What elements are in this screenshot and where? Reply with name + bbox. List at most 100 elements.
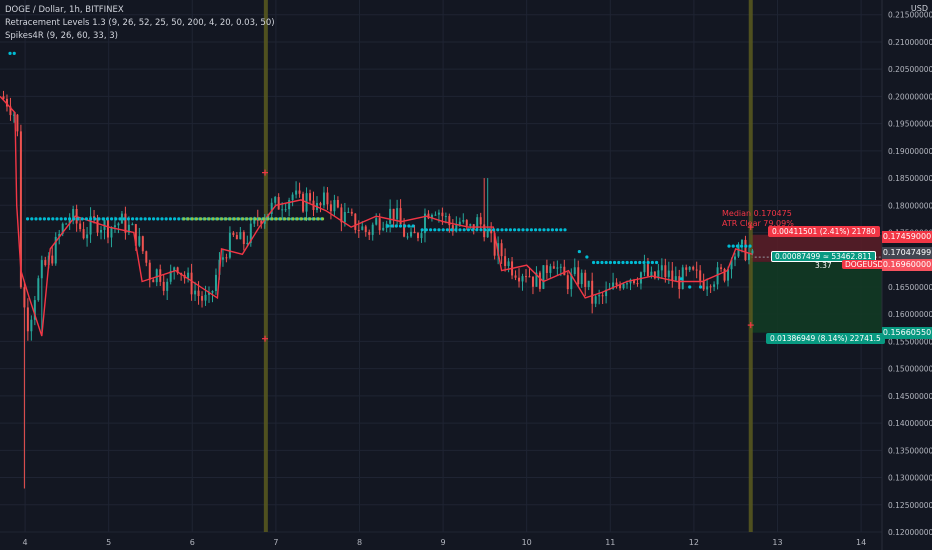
level-dot [525, 228, 529, 232]
y-tick-label: 0.19000000 [888, 147, 932, 156]
level-dot [625, 260, 629, 265]
x-tick-label: 7 [273, 538, 278, 547]
level-dot [604, 260, 608, 265]
x-axis-labels: 4 5 6 7 8 9 10 11 12 13 14 [23, 538, 867, 547]
level-dot-green [232, 217, 236, 221]
candle-body [490, 229, 493, 234]
candle-body [747, 253, 750, 261]
candle-body [37, 278, 40, 301]
level-dot [411, 224, 415, 228]
candle-body [660, 265, 663, 271]
candle-body [65, 223, 68, 225]
candle-body [441, 212, 444, 217]
y-tick-label: 0.12000000 [888, 528, 932, 537]
level-dot [139, 217, 143, 221]
level-dot [164, 217, 168, 221]
level-dot [470, 228, 475, 232]
level-dot [533, 228, 538, 232]
candle-body [225, 257, 228, 259]
candle-body [577, 267, 580, 285]
candle-body [420, 233, 423, 239]
price-axis[interactable] [882, 0, 932, 550]
y-tick-label: 0.18500000 [888, 174, 932, 183]
candle-body [636, 283, 639, 285]
level-dot [46, 217, 51, 221]
candle-body [573, 267, 576, 275]
level-dot [629, 260, 633, 265]
currency-label: USD [910, 4, 928, 13]
candle-body [740, 239, 743, 245]
level-dot [512, 228, 517, 232]
level-dot [546, 228, 550, 232]
level-dot [403, 224, 407, 228]
indicator-spikes[interactable]: Spikes4R (9, 26, 60, 33, 3) [5, 31, 118, 41]
session-vertical-line [263, 0, 268, 532]
level-dot [650, 260, 654, 265]
candle-body [521, 276, 524, 282]
level-dot-green [270, 217, 274, 221]
candle-body [531, 276, 534, 287]
level-dot [390, 224, 394, 228]
candle-body [751, 250, 754, 254]
y-tick-label: 0.20000000 [888, 92, 932, 101]
symbol-tag: DOGEUSD [842, 260, 887, 269]
level-dot [25, 217, 30, 221]
candle-body [423, 213, 426, 234]
candle-body [5, 98, 8, 107]
candle-body [566, 275, 569, 290]
level-dot [529, 228, 533, 232]
session-vertical-line [748, 0, 753, 532]
candle-body [155, 269, 158, 283]
candle-body [730, 259, 733, 270]
level-dot [559, 228, 563, 232]
candle-body [643, 264, 646, 273]
candle-body [96, 218, 99, 233]
candle-body [326, 192, 329, 205]
level-dot [466, 228, 470, 232]
level-dot-green [228, 217, 232, 221]
candle-body [79, 223, 82, 230]
y-tick-label: 0.15500000 [888, 337, 932, 346]
candle-body [646, 264, 649, 277]
candle-body [246, 242, 249, 245]
candle-body [584, 272, 587, 287]
level-dot [496, 228, 500, 232]
candle-body [2, 96, 5, 99]
candle-body [364, 226, 367, 232]
candle-body [587, 280, 590, 287]
trailing-stop-line [0, 95, 753, 337]
level-dot-green [245, 217, 249, 221]
candle-body [221, 257, 224, 260]
indicator-retracement[interactable]: Retracement Levels 1.3 (9, 26, 52, 25, 5… [5, 18, 275, 28]
median-label: Median 0.170475 [722, 209, 792, 218]
candle-body [713, 284, 716, 287]
level-dot [538, 228, 542, 232]
candle-body [176, 267, 179, 273]
symbol-title[interactable]: DOGE / Dollar, 1h, BITFINEX [5, 5, 124, 15]
candle-body [462, 220, 465, 222]
candle-body [716, 267, 719, 285]
candle-body [277, 197, 280, 210]
candle-body [598, 295, 601, 297]
level-dot-green [186, 217, 190, 221]
level-dot-green [283, 217, 287, 221]
trailing-stop-path [0, 95, 753, 337]
x-tick-label: 5 [106, 538, 111, 547]
candle-body [26, 307, 29, 332]
candle-body [518, 277, 521, 282]
candle-body [437, 212, 440, 215]
upper-dot [8, 51, 12, 55]
level-dot [156, 217, 160, 221]
level-dot [491, 228, 496, 232]
candle-body [556, 267, 559, 269]
level-dot-green [215, 217, 220, 221]
candle-body [619, 284, 622, 289]
candle-body [430, 214, 433, 219]
upper-dot [12, 51, 16, 55]
candle-body [228, 232, 231, 258]
level-dot-green [194, 217, 199, 221]
candle-body [51, 255, 54, 264]
candle-body [58, 233, 61, 237]
candle-body [148, 262, 151, 280]
